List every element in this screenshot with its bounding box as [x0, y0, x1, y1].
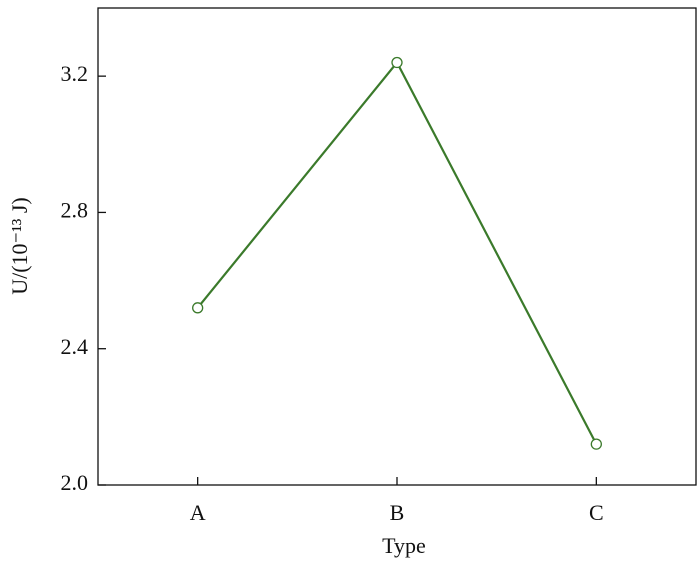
marker: [590, 438, 602, 450]
plot-frame: [97, 7, 697, 486]
marker: [192, 302, 204, 314]
y-tick-label: 2.0: [61, 470, 89, 495]
x-axis-title: Type: [382, 533, 426, 558]
y-axis-title: U/(10⁻¹³ J): [7, 197, 32, 295]
x-tick-label: A: [190, 500, 206, 525]
y-tick-label: 2.4: [61, 334, 89, 359]
x-tick-label: C: [589, 500, 604, 525]
line: [196, 60, 598, 445]
y-tick-label: 2.8: [61, 197, 89, 222]
y-tick-label: 3.2: [61, 61, 89, 86]
marker: [391, 56, 403, 69]
x-tick-label: B: [390, 500, 405, 525]
